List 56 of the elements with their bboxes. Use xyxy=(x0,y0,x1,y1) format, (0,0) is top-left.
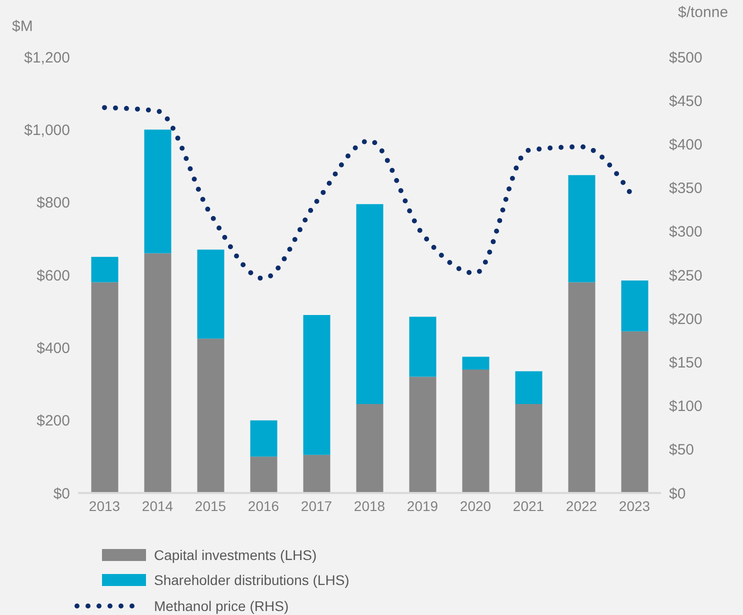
y-tick-label: $1,200 xyxy=(24,49,70,66)
legend-label: Shareholder distributions (LHS) xyxy=(154,572,350,588)
y-tick-label: $0 xyxy=(53,485,70,502)
x-tick-label: 2023 xyxy=(618,498,650,514)
y2-tick-label: $400 xyxy=(669,136,702,154)
x-tick-label: 2021 xyxy=(512,498,544,514)
x-tick-label: 2017 xyxy=(300,498,332,514)
bar xyxy=(621,331,648,493)
y2-tick-label: $200 xyxy=(669,310,702,328)
bar xyxy=(462,369,490,493)
bar xyxy=(144,253,172,493)
bar xyxy=(250,456,278,493)
y2-tick-label: $450 xyxy=(669,92,702,110)
bar xyxy=(409,376,436,493)
x-tick-label: 2016 xyxy=(248,498,280,514)
x-tick-label: 2015 xyxy=(194,498,226,514)
bar xyxy=(568,175,596,282)
bar xyxy=(515,371,542,404)
y-tick-label: $800 xyxy=(36,194,70,212)
bar xyxy=(303,314,330,455)
y2-axis-title: $/tonne xyxy=(678,4,728,21)
y-tick-label: $600 xyxy=(36,267,70,284)
y2-tick-label: $50 xyxy=(669,442,694,459)
y2-tick-label: $500 xyxy=(669,49,702,66)
legend-label: Methanol price (RHS) xyxy=(154,598,289,614)
y2-tick-label: $300 xyxy=(669,224,702,241)
legend-label: Capital investments (LHS) xyxy=(154,546,317,563)
bar xyxy=(197,338,224,493)
x-tick-label: 2014 xyxy=(142,498,174,514)
x-tick-label: 2020 xyxy=(460,498,492,514)
y2-tick-label: $0 xyxy=(669,485,686,502)
bar xyxy=(144,130,172,254)
x-tick-label: 2018 xyxy=(354,498,386,514)
y-axis-title: $M xyxy=(12,18,33,35)
y2-tick-label: $150 xyxy=(669,354,702,372)
bar xyxy=(91,256,118,282)
y-tick-label: $1,000 xyxy=(24,122,70,139)
bar xyxy=(197,250,224,339)
bar xyxy=(91,282,118,493)
bar xyxy=(250,420,278,457)
bar xyxy=(462,356,490,370)
y-tick-label: $400 xyxy=(36,340,70,357)
bar xyxy=(356,404,384,493)
bar xyxy=(568,282,596,493)
y-tick-label: $200 xyxy=(36,412,70,430)
bar xyxy=(356,204,384,404)
x-tick-label: 2019 xyxy=(406,498,438,514)
bar xyxy=(303,454,330,493)
x-tick-label: 2022 xyxy=(566,498,598,514)
y2-tick-label: $350 xyxy=(669,180,702,198)
x-tick-label: 2013 xyxy=(88,498,120,514)
y2-tick-label: $250 xyxy=(669,267,702,284)
bar xyxy=(621,280,648,332)
bar xyxy=(409,316,436,377)
y2-tick-label: $100 xyxy=(669,398,702,416)
bar xyxy=(515,404,542,493)
